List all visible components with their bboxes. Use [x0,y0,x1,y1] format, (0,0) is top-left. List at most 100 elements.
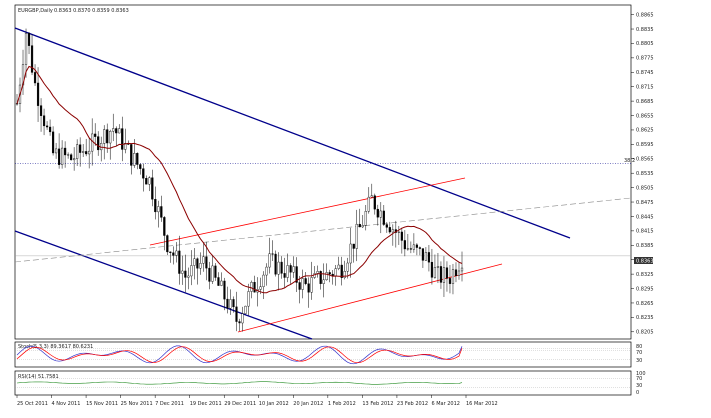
candle-body [36,82,40,106]
candle-body [133,153,136,166]
candle-body [109,131,112,144]
rsi-value-line [16,381,463,385]
candle-body [82,151,85,153]
candle-body [214,265,217,278]
candle-body [181,270,184,274]
candle-body [208,267,211,282]
price-tick-label: 0.8265 [636,301,654,307]
candle-body [45,125,49,128]
date-tick-label: 25 Oct 2011 [17,401,48,407]
candle-body [415,244,418,248]
candle-body [85,151,88,155]
main-panel [14,4,632,340]
date-tick-label: 20 Jan 2012 [293,401,323,407]
candle-body [199,263,202,269]
candle-body [361,225,364,228]
candle-body [376,208,379,218]
price-tick-label: 0.8625 [636,128,654,134]
candle-body [355,223,358,249]
candle-body [178,250,181,274]
candle-body [172,252,175,256]
candle-body [268,253,271,268]
price-tick-label: 0.8565 [636,157,654,163]
candle-body [51,131,55,154]
candle-body [94,133,97,137]
candle-body [454,269,458,276]
date-tick-label: 10 Jan 2012 [259,401,289,407]
candle-body [427,252,431,263]
candle-body [373,195,376,210]
candle-body [340,264,343,278]
candle-body [148,177,151,185]
candle-body [430,261,434,278]
rsi-level-0: 0 [636,390,639,396]
ma-line [16,65,463,294]
rising-channel-upper-line [149,177,466,246]
candle-body [166,235,169,253]
stoch-d-line [16,346,463,364]
candle-body [232,299,235,308]
candle-body [250,282,253,292]
price-axis: 0.8865 0.8835 0.8805 0.8775 0.8745 0.8715 0.86… [631,12,654,336]
price-tick-label: 0.8745 [636,70,654,76]
price-tick-label: 0.8325 [636,272,654,278]
candle-body [39,105,43,116]
stoch-label: Stoch(5,3,3) 89.3617 80.6231 [18,344,93,350]
candle-body [202,256,205,264]
price-tick-label: 0.8475 [636,200,654,206]
candle-body [73,158,76,161]
candle-body [445,267,449,279]
price-tick-label: 0.8595 [636,142,654,148]
candle-body [397,231,400,233]
candle-body [61,147,64,165]
chart-header-symbol: EURGBP,Daily [18,8,53,14]
candle-body [223,280,226,300]
candle-body [346,262,349,272]
candle-body [70,154,73,161]
candle-body [169,251,172,253]
candle-body [190,265,193,277]
date-axis: 25 Oct 2011 4 Nov 2011 15 Nov 2011 25 Nov 2… [16,395,498,407]
date-tick-label: 4 Nov 2011 [52,401,81,407]
candle-body [235,306,238,322]
date-tick-label: 7 Dec 2011 [155,401,184,407]
candle-body [421,248,425,261]
candle-body [322,279,325,284]
candle-body [442,267,446,283]
candle-body [349,243,352,264]
candle-body [319,271,322,284]
candle-body [259,286,262,290]
price-tick-label: 0.8655 [636,113,654,119]
candle-body [409,248,412,250]
candle-body [57,148,61,165]
price-tick-label: 0.8415 [636,229,654,235]
candle-body [30,45,34,73]
candle-body [364,211,367,226]
candle-body [118,128,121,134]
candle-body [238,321,241,324]
candle-body [193,258,196,266]
candle-body [433,267,437,278]
candle-body [388,227,391,233]
candle-body [244,305,247,314]
candle-body [316,271,319,274]
rsi-panel [14,370,632,396]
stoch-level-30: 30 [636,358,642,364]
candle-body [139,164,142,169]
price-tick-label: 0.8835 [636,27,654,33]
candle-body [457,270,461,276]
stoch-lines [15,345,631,365]
main-channel-upper-line [14,27,571,239]
candle-body [103,129,106,144]
candle-body [175,250,178,256]
candle-body [151,177,154,200]
candle-body [88,150,91,155]
price-tick-label: 0.8685 [636,99,654,105]
candle-body [121,128,124,150]
date-tick-label: 6 Mar 2012 [431,401,460,407]
candle-body [403,240,406,250]
candle-body [187,275,190,278]
candle-body [274,253,277,275]
candle-body [48,126,52,133]
rsi-label: RSI(14) 51.7581 [18,374,59,380]
